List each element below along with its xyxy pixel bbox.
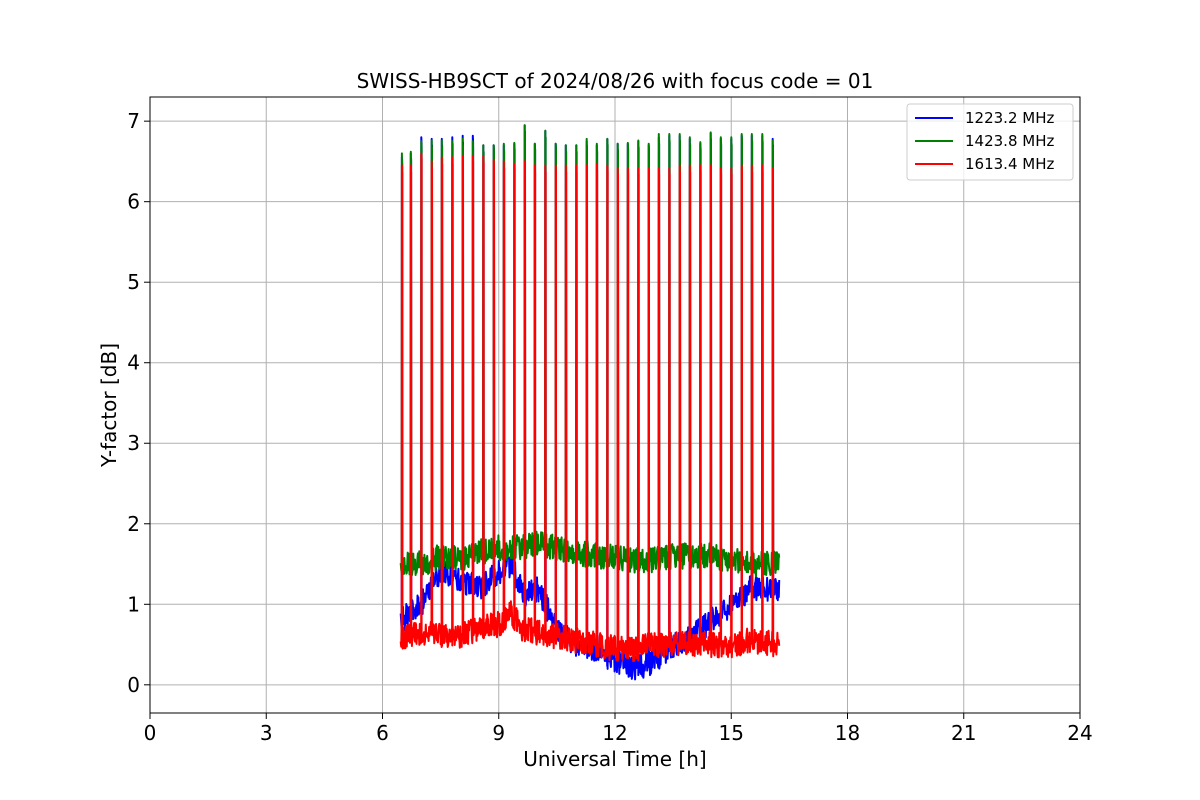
legend-label: 1223.2 MHz [965, 109, 1054, 127]
y-tick-label: 2 [127, 512, 140, 536]
x-tick-label: 12 [602, 721, 627, 745]
legend-label: 1423.8 MHz [965, 132, 1054, 150]
y-tick-label: 5 [127, 270, 140, 294]
y-tick-label: 6 [127, 190, 140, 214]
legend-label: 1613.4 MHz [965, 155, 1054, 173]
x-tick-label: 0 [144, 721, 157, 745]
legend-box [906, 103, 1074, 181]
x-tick-label: 15 [719, 721, 744, 745]
chart-title: SWISS-HB9SCT of 2024/08/26 with focus co… [357, 69, 874, 93]
legend: 1223.2 MHz 1423.8 MHz 1613.4 MHz [906, 103, 1074, 181]
x-axis-label: Universal Time [h] [523, 747, 706, 771]
x-tick-label: 9 [492, 721, 505, 745]
y-tick-label: 0 [127, 673, 140, 697]
series-line-3 [399, 152, 781, 663]
x-tick-label: 24 [1067, 721, 1092, 745]
y-tick-label: 7 [127, 109, 140, 133]
series-layer [399, 124, 781, 681]
y-tick-label: 4 [127, 351, 140, 375]
y-tick-label: 1 [127, 592, 140, 616]
y-tick-label: 3 [127, 431, 140, 455]
x-tick-label: 6 [376, 721, 389, 745]
y-axis-label: Y-factor [dB] [97, 343, 121, 468]
x-tick-label: 18 [835, 721, 860, 745]
x-tick-label: 3 [260, 721, 273, 745]
x-tick-label: 21 [951, 721, 976, 745]
